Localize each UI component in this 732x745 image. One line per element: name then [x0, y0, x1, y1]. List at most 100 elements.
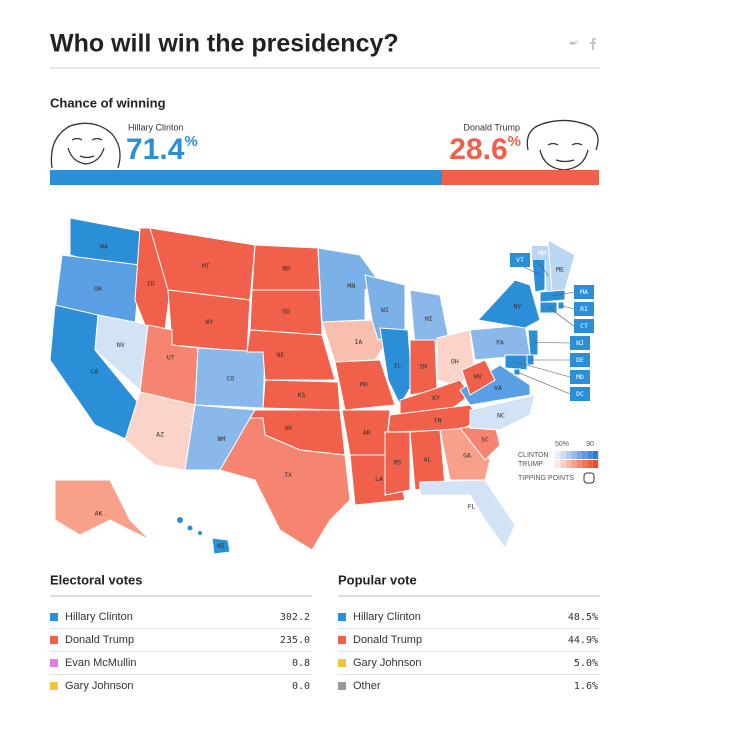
- state-label: NJ: [576, 339, 584, 347]
- state-box: [570, 336, 590, 350]
- legend-label: CLINTON: [518, 452, 549, 459]
- state-label: CA: [91, 367, 99, 375]
- row-value: 0.8: [292, 658, 310, 669]
- state: [459, 364, 531, 406]
- state-label: TX: [284, 471, 292, 479]
- row-value: 1.6%: [574, 681, 598, 692]
- state-label: OH: [451, 358, 459, 366]
- callout: [548, 307, 575, 327]
- state-label: VA: [494, 384, 502, 392]
- legend-swatch: [587, 451, 593, 459]
- state-label: UT: [167, 354, 175, 362]
- swatch: [50, 613, 58, 621]
- state-box: [574, 302, 594, 316]
- row-value: 44.9%: [568, 635, 598, 646]
- candidate-name: Hillary Clinton: [128, 122, 184, 132]
- state-label: WA: [100, 242, 108, 250]
- state-box: [570, 387, 590, 401]
- row-name: Evan McMullin: [65, 657, 137, 669]
- state-label: ND: [282, 264, 290, 272]
- trump-sketch: [526, 119, 599, 171]
- state-label: MI: [425, 315, 433, 323]
- legend-swatch: [565, 460, 572, 468]
- swatch: [338, 636, 346, 644]
- callout: [515, 361, 571, 378]
- legend-swatch: [555, 451, 561, 459]
- state-label: IA: [354, 338, 362, 346]
- map: WA OR CA NV ID MT WY UT CO AZ NM ND SD NE KS OK TX MN IA MO…: [49, 217, 594, 555]
- state-label: IL: [394, 362, 402, 370]
- state-box: [510, 253, 530, 267]
- state-label: CO: [226, 374, 234, 382]
- state-label: HI: [217, 542, 225, 550]
- row-value: 235.0: [280, 635, 310, 646]
- row-name: Donald Trump: [65, 634, 134, 646]
- state-label: WI: [381, 306, 389, 314]
- candidate-chance: 28.6%: [449, 133, 521, 166]
- state-label: MA: [580, 288, 588, 296]
- row-name: Hillary Clinton: [65, 611, 133, 623]
- row-value: 0.0: [292, 681, 310, 692]
- clinton-sketch: [50, 122, 121, 169]
- callout: [516, 371, 571, 395]
- state: [211, 537, 231, 555]
- table-title: Electoral votes: [50, 572, 143, 587]
- swatch: [50, 682, 58, 690]
- twitter-icon[interactable]: [569, 39, 579, 45]
- legend-swatch: [582, 451, 588, 459]
- state-label: GA: [463, 452, 471, 460]
- state: [219, 417, 351, 551]
- state-label: MD: [576, 373, 584, 381]
- title: Who will win the presidency?: [50, 30, 399, 58]
- state-label: AZ: [156, 430, 164, 438]
- state-label: NH: [538, 249, 546, 257]
- state-label: NV: [117, 341, 125, 349]
- row-name: Gary Johnson: [65, 680, 133, 692]
- state: [54, 479, 151, 541]
- state: [384, 431, 411, 496]
- state-label: SC: [481, 436, 489, 444]
- state-label: TN: [434, 416, 442, 424]
- state: [461, 359, 496, 396]
- state-label: ID: [147, 280, 155, 288]
- state: [419, 479, 516, 550]
- legend-swatch: [555, 460, 561, 468]
- row-value: 5.0%: [574, 658, 598, 669]
- chance-label: Chance of winning: [50, 95, 166, 110]
- state: [504, 354, 528, 371]
- candidate-chance: 71.4%: [126, 133, 198, 166]
- island: [187, 525, 193, 531]
- state-label: DC: [576, 390, 584, 398]
- state-label: RI: [580, 305, 588, 313]
- state: [531, 257, 546, 293]
- state-box: [570, 353, 590, 367]
- legend-swatch: [560, 460, 566, 468]
- state-box: [532, 246, 552, 260]
- row-value: 302.2: [280, 612, 310, 623]
- legend-swatch: [583, 472, 595, 484]
- state-label: NY: [514, 303, 522, 311]
- state: [379, 327, 413, 407]
- state-label: NM: [217, 435, 225, 443]
- island: [177, 517, 183, 523]
- share-icons[interactable]: [569, 37, 596, 50]
- callout: [560, 305, 575, 310]
- state-label: LA: [375, 475, 383, 483]
- row-value: 48.5%: [568, 612, 598, 623]
- callout: [552, 291, 575, 297]
- legend-swatch: [560, 451, 566, 459]
- state-label: MS: [394, 458, 402, 466]
- state: [477, 279, 541, 329]
- chance-unit: %: [184, 133, 197, 150]
- state-label: FL: [468, 502, 476, 510]
- legend-swatch: [571, 460, 577, 468]
- chance-value: 71.4: [126, 133, 185, 166]
- state-label: SD: [282, 307, 290, 315]
- facebook-icon[interactable]: [590, 37, 596, 50]
- island: [198, 531, 202, 535]
- legend-label: 50%: [555, 441, 569, 448]
- row-name: Hillary Clinton: [353, 611, 421, 623]
- state-label: MO: [360, 380, 368, 388]
- swatch: [338, 659, 346, 667]
- row-name: Gary Johnson: [353, 657, 421, 669]
